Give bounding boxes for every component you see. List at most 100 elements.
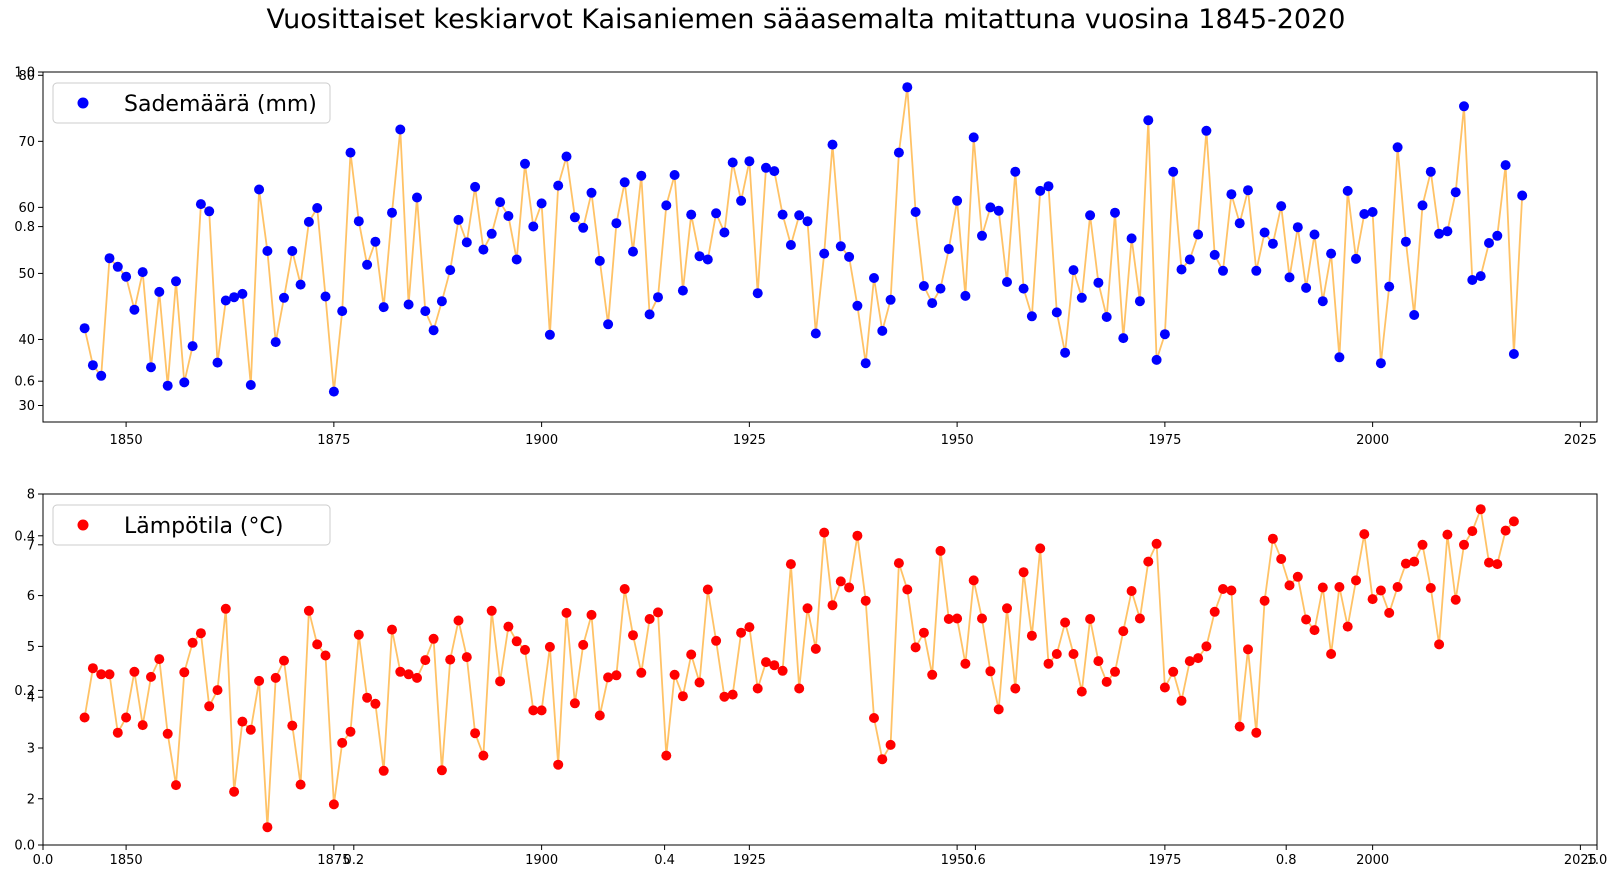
temp-data-point (295, 779, 306, 790)
precip-data-point (412, 192, 422, 203)
temp-data-point (1450, 594, 1461, 605)
precip-data-point (1010, 166, 1021, 177)
precip-data-point (295, 279, 306, 290)
precip-data-point (902, 82, 913, 93)
temp-data-point (777, 665, 788, 676)
precip-ytick-label: 40 (18, 333, 35, 348)
temp-data-point (1508, 516, 1519, 527)
temp-ytick-label: 6 (27, 589, 35, 604)
temp-data-point (553, 759, 564, 770)
precip-data-point (470, 181, 481, 192)
precip-data-point (661, 200, 672, 211)
temp-data-point (1400, 558, 1411, 569)
precip-data-point (1184, 254, 1195, 265)
precip-data-point (1151, 354, 1162, 365)
temp-data-point (121, 712, 132, 723)
precip-data-point (653, 292, 663, 303)
precip-data-point (1209, 249, 1220, 260)
temp-data-point (661, 750, 672, 761)
precip-data-point (337, 306, 348, 317)
precip-data-point (628, 246, 638, 257)
precip-data-point (220, 295, 231, 306)
precip-data-point (544, 329, 555, 340)
temp-data-point (1051, 649, 1062, 659)
precip-data-point (1193, 229, 1204, 240)
precip-data-point (952, 195, 963, 206)
precip-data-point (403, 299, 414, 310)
precip-data-point (1267, 238, 1278, 249)
temp-data-point (578, 639, 589, 650)
precip-data-point (1492, 230, 1503, 241)
temp-ytick-label: 7 (27, 538, 35, 553)
temp-data-point (270, 672, 281, 683)
precip-data-point (1442, 226, 1453, 237)
precip-data-point (686, 209, 697, 220)
temp-data-point (470, 728, 481, 739)
temp-xtick-label: 1900 (525, 853, 558, 868)
precip-data-point (677, 285, 688, 296)
precip-data-point (769, 166, 780, 177)
temp-data-point (420, 655, 431, 666)
precip-data-point (312, 203, 323, 213)
precip-data-point (262, 246, 273, 256)
temp-data-point (520, 644, 530, 655)
precip-data-point (1292, 222, 1303, 233)
temp-data-point (1234, 721, 1245, 732)
temp-series-line (83, 505, 1515, 828)
precip-data-point (204, 206, 215, 217)
precip-data-point (495, 197, 506, 208)
precip-data-point (1126, 233, 1137, 244)
temp-data-point (1484, 557, 1494, 568)
temp-data-point (320, 650, 331, 661)
precip-data-point (1367, 207, 1378, 217)
temp-data-point (1409, 556, 1420, 567)
precip-data-point (1134, 296, 1145, 307)
temp-data-point (511, 636, 522, 647)
precip-data-point (785, 240, 796, 250)
temp-data-point (736, 627, 747, 638)
precip-data-point (453, 214, 464, 225)
precip-data-point (844, 251, 855, 262)
temp-data-point (1317, 582, 1328, 593)
precip-data-point (1118, 333, 1129, 344)
precip-data-point (977, 230, 987, 241)
temp-data-point (727, 689, 738, 700)
overlay-ytick-label: 0.4 (14, 529, 35, 544)
temp-data-point (628, 630, 638, 641)
precip-data-point (195, 199, 206, 210)
precip-data-point (520, 158, 530, 169)
temp-data-point (146, 671, 156, 682)
precip-data-point (1301, 282, 1312, 293)
precip-data-point (1218, 265, 1228, 276)
precip-data-point (378, 302, 389, 313)
precip-data-point (1351, 253, 1361, 264)
temp-data-point (1076, 686, 1087, 697)
temp-data-point (1085, 614, 1096, 624)
temp-data-point (1068, 649, 1079, 659)
precip-xtick-label: 1925 (733, 433, 766, 448)
temp-data-point (137, 720, 148, 731)
precip-ytick-label: 60 (18, 201, 35, 216)
temp-xtick-label: 1875 (317, 853, 350, 868)
overlay-xtick-label: 0.6 (965, 853, 986, 868)
precip-data-point (561, 151, 572, 162)
temp-data-point (677, 691, 688, 702)
precip-data-point (229, 292, 240, 303)
temp-data-point (412, 672, 422, 683)
overlay-xtick-label: 0.2 (343, 853, 364, 868)
temp-data-point (644, 614, 655, 624)
temp-data-point (1467, 526, 1478, 537)
precip-data-point (935, 283, 946, 294)
temp-data-point (1359, 529, 1370, 540)
overlay-ytick-label: 0.0 (14, 839, 35, 854)
precip-xtick-label: 2000 (1356, 433, 1389, 448)
precip-data-point (1409, 310, 1420, 320)
precip-data-point (819, 248, 830, 259)
precip-data-point (578, 222, 589, 233)
temp-data-point (96, 669, 107, 680)
figure-title: Vuosittaiset keskiarvot Kaisaniemen sääa… (266, 4, 1346, 35)
precip-data-point (187, 341, 198, 352)
precip-data-point (553, 180, 564, 191)
temp-data-point (544, 641, 555, 652)
temp-data-point (1334, 582, 1345, 592)
